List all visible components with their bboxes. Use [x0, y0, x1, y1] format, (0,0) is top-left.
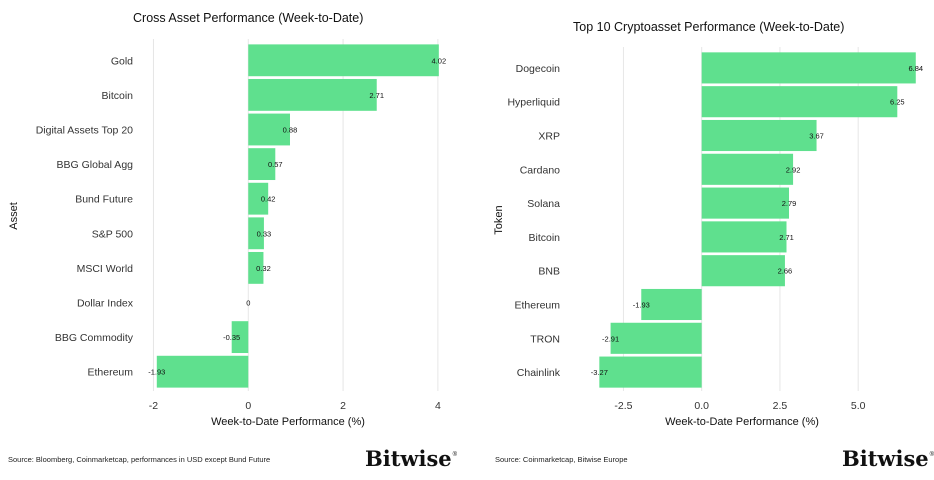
chart2-bar — [701, 255, 785, 287]
chart1-x-axis-label: Week-to-Date Performance (%) — [211, 416, 365, 428]
chart1-bar — [248, 217, 264, 250]
chart1-data-label: 0 — [246, 299, 250, 308]
chart1-bar — [248, 148, 276, 181]
chart2-source-note: Source: Coinmarketcap, Bitwise Europe — [495, 455, 628, 464]
chart1-bar — [231, 321, 249, 354]
chart1-category-label: BBG Commodity — [55, 332, 134, 344]
chart1-data-label: 0.32 — [256, 264, 271, 273]
chart1-title: Cross Asset Performance (Week-to-Date) — [133, 11, 363, 25]
chart2-data-label: 3.67 — [809, 132, 824, 141]
chart1-x-tick-label: 2 — [340, 400, 346, 412]
chart1-bitwise-logo: Bitwise — [365, 446, 452, 471]
chart1-data-label: 2.71 — [369, 91, 384, 100]
chart2-data-label: 2.92 — [786, 165, 801, 174]
chart2-x-axis-label: Week-to-Date Performance (%) — [665, 416, 819, 428]
chart1-category-label: Digital Assets Top 20 — [36, 125, 133, 137]
chart2-x-tick-label: -2.5 — [614, 400, 632, 412]
chart1-x-tick-label: 4 — [435, 400, 441, 412]
chart1-bar — [156, 355, 249, 388]
chart2-bar — [701, 153, 794, 185]
chart2-bar — [701, 119, 817, 152]
chart1-category-label: Dollar Index — [77, 298, 134, 310]
chart2-data-label: 6.84 — [908, 64, 923, 73]
chart2-data-label: 2.71 — [779, 233, 794, 242]
chart1-category-label: Gold — [111, 55, 133, 67]
chart1-data-label: 4.02 — [432, 56, 447, 65]
chart1-bar — [248, 251, 264, 284]
chart1-category-label: Bitcoin — [101, 90, 133, 102]
chart1-bar — [248, 78, 377, 111]
chart2-category-label: Solana — [527, 198, 560, 210]
chart2-data-label: -1.93 — [633, 301, 650, 310]
chart2-bar — [701, 221, 787, 253]
chart2-category-label: TRON — [530, 333, 560, 345]
chart2-category-label: Cardano — [520, 164, 560, 176]
chart1-x-tick-label: -2 — [149, 400, 158, 412]
chart1-data-label: 0.33 — [257, 229, 272, 238]
chart1-category-label: Ethereum — [87, 367, 133, 379]
chart1-data-label: 0.57 — [268, 160, 283, 169]
chart2-x-tick-label: 5.0 — [851, 400, 866, 412]
chart2-category-label: Hyperliquid — [507, 97, 560, 109]
chart2-y-axis-label: Token — [493, 205, 505, 234]
chart1-bar — [248, 113, 290, 146]
chart1-data-label: 0.42 — [261, 195, 276, 204]
chart2-bar — [599, 356, 702, 388]
chart1-category-label: MSCI World — [77, 263, 134, 275]
chart2-registered-mark: ® — [930, 451, 934, 458]
chart2-data-label: 6.25 — [890, 98, 905, 107]
chart1-source-note: Source: Bloomberg, Coinmarketcap, perfor… — [8, 455, 270, 464]
chart1-bar — [248, 44, 439, 77]
chart2-bar — [610, 322, 702, 354]
chart2-x-tick-label: 0.0 — [694, 400, 709, 412]
chart1-y-axis-label: Asset — [8, 202, 20, 230]
chart1-x-tick-label: 0 — [245, 400, 251, 412]
chart2-x-tick-label: 2.5 — [773, 400, 788, 412]
chart2-bitwise-logo: Bitwise — [842, 446, 929, 471]
chart2-category-label: Ethereum — [514, 300, 560, 312]
chart2-bar — [701, 52, 916, 84]
chart1-data-label: -0.35 — [223, 333, 240, 342]
chart1-registered-mark: ® — [453, 451, 458, 458]
chart1-category-label: Bund Future — [75, 194, 133, 206]
chart2-data-label: 2.66 — [778, 267, 793, 276]
chart2-bar — [701, 86, 898, 118]
chart1-bar — [248, 182, 269, 215]
chart2-category-label: Dogecoin — [516, 63, 561, 75]
chart1-data-label: -1.93 — [148, 368, 165, 377]
chart1-category-label: BBG Global Agg — [57, 159, 134, 171]
chart2-title: Top 10 Cryptoasset Performance (Week-to-… — [573, 20, 844, 34]
chart2-bar — [701, 187, 790, 219]
chart2-category-label: Chainlink — [517, 367, 561, 379]
chart1-data-label: 0.88 — [283, 126, 298, 135]
chart2-data-label: 2.79 — [782, 199, 797, 208]
chart2-data-label: -3.27 — [591, 368, 608, 377]
chart2-category-label: XRP — [538, 131, 560, 143]
chart2-category-label: BNB — [538, 266, 560, 278]
chart1-category-label: S&P 500 — [92, 228, 133, 240]
chart2-data-label: -2.91 — [602, 334, 619, 343]
chart2-bar — [641, 288, 702, 321]
chart2-category-label: Bitcoin — [528, 232, 560, 244]
